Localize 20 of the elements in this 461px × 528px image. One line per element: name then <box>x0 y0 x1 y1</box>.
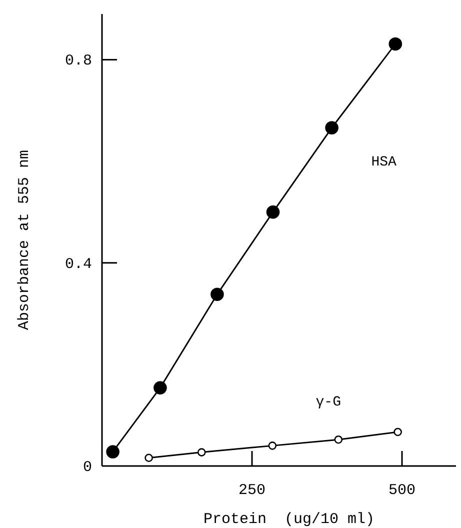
x-tick-label: 250 <box>238 482 266 499</box>
text: HSA <box>371 154 397 170</box>
series-label: γ-G <box>316 394 342 410</box>
point <box>268 442 277 450</box>
x-tick-label: 500 <box>388 482 416 499</box>
y-tick-label: 0 <box>82 459 92 476</box>
point <box>210 288 224 301</box>
y-tick-label: 0.8 <box>64 52 92 70</box>
point <box>154 381 167 394</box>
y-axis-title: Absorbance at 555 nm <box>16 150 33 330</box>
point <box>334 435 343 444</box>
point <box>325 121 338 134</box>
point <box>144 454 153 462</box>
y-tick-label: 0.4 <box>64 256 92 273</box>
point <box>197 448 206 456</box>
x-axis-title: Protein (ug/10 ml) <box>203 511 375 528</box>
point <box>388 37 402 51</box>
point <box>106 445 120 458</box>
point <box>394 428 402 436</box>
point <box>266 205 280 219</box>
